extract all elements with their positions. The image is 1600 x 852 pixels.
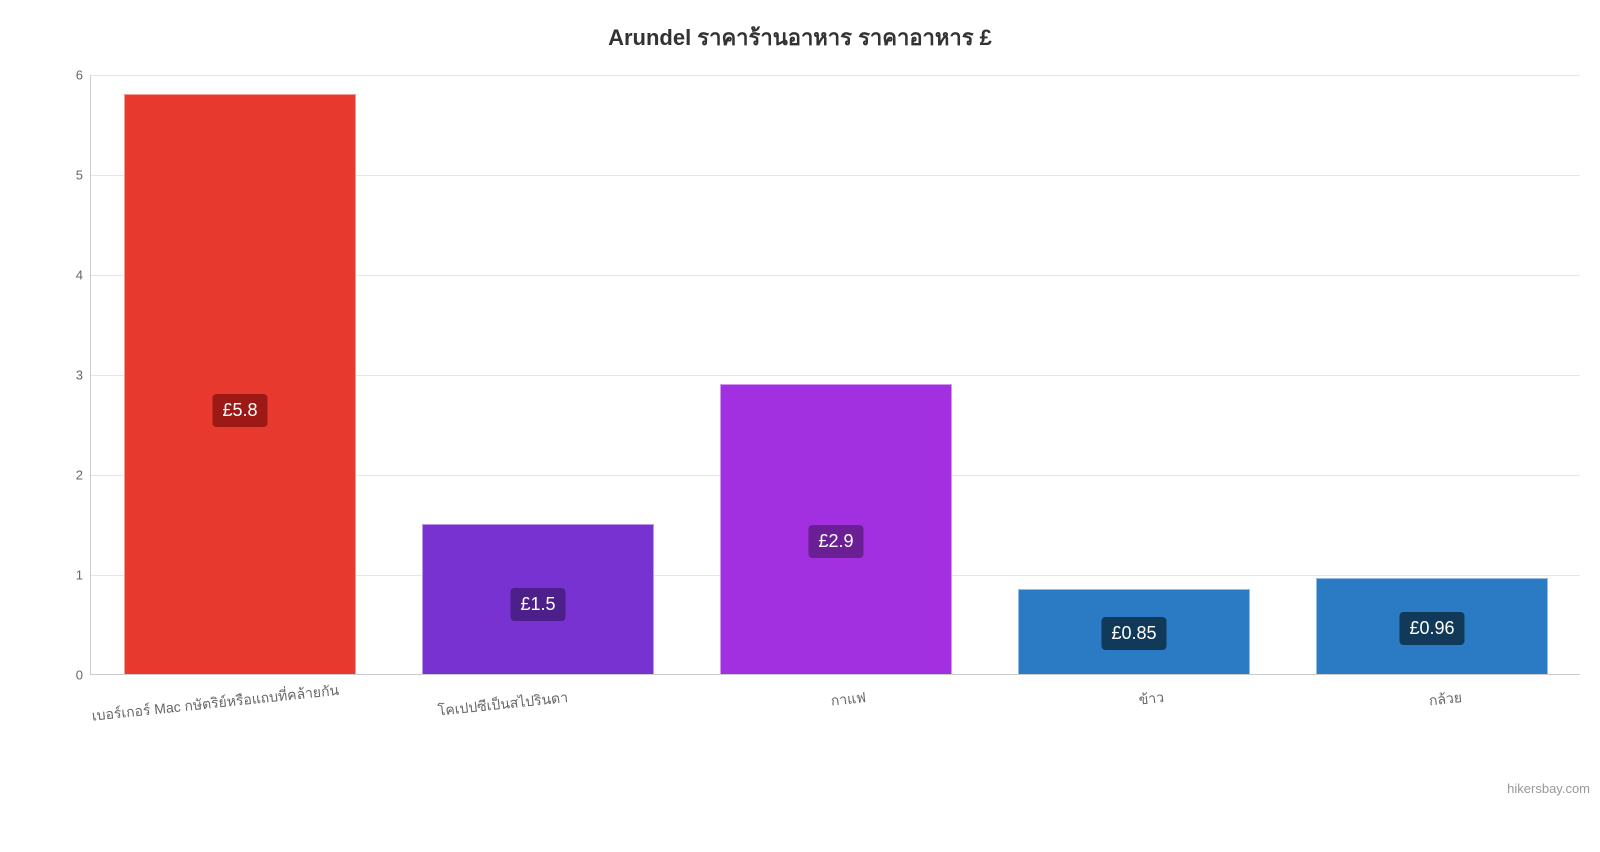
bar: £0.85: [1018, 589, 1250, 674]
y-tick-label: 0: [76, 668, 91, 683]
y-tick-label: 2: [76, 468, 91, 483]
y-tick-label: 1: [76, 568, 91, 583]
y-tick-label: 5: [76, 168, 91, 183]
bar: £1.5: [422, 524, 654, 674]
chart-title: Arundel ราคาร้านอาหาร ราคาอาหาร £: [0, 20, 1600, 55]
y-tick-label: 3: [76, 368, 91, 383]
bar-value-label: £2.9: [808, 525, 863, 558]
y-tick-label: 6: [76, 68, 91, 83]
bar: £2.9: [720, 384, 952, 674]
bar-value-label: £0.96: [1399, 612, 1464, 645]
bar: £5.8: [124, 94, 356, 674]
gridline: [91, 75, 1580, 76]
bar-value-label: £1.5: [510, 588, 565, 621]
y-tick-label: 4: [76, 268, 91, 283]
chart-container: Arundel ราคาร้านอาหาร ราคาอาหาร £ 012345…: [0, 20, 1600, 800]
bar: £0.96: [1316, 578, 1548, 674]
bar-value-label: £0.85: [1101, 617, 1166, 650]
bar-value-label: £5.8: [212, 394, 267, 427]
credit-text: hikersbay.com: [1507, 781, 1590, 796]
plot-area: 0123456£5.8เบอร์เกอร์ Mac กษัตริย์หรือแถ…: [90, 75, 1580, 675]
